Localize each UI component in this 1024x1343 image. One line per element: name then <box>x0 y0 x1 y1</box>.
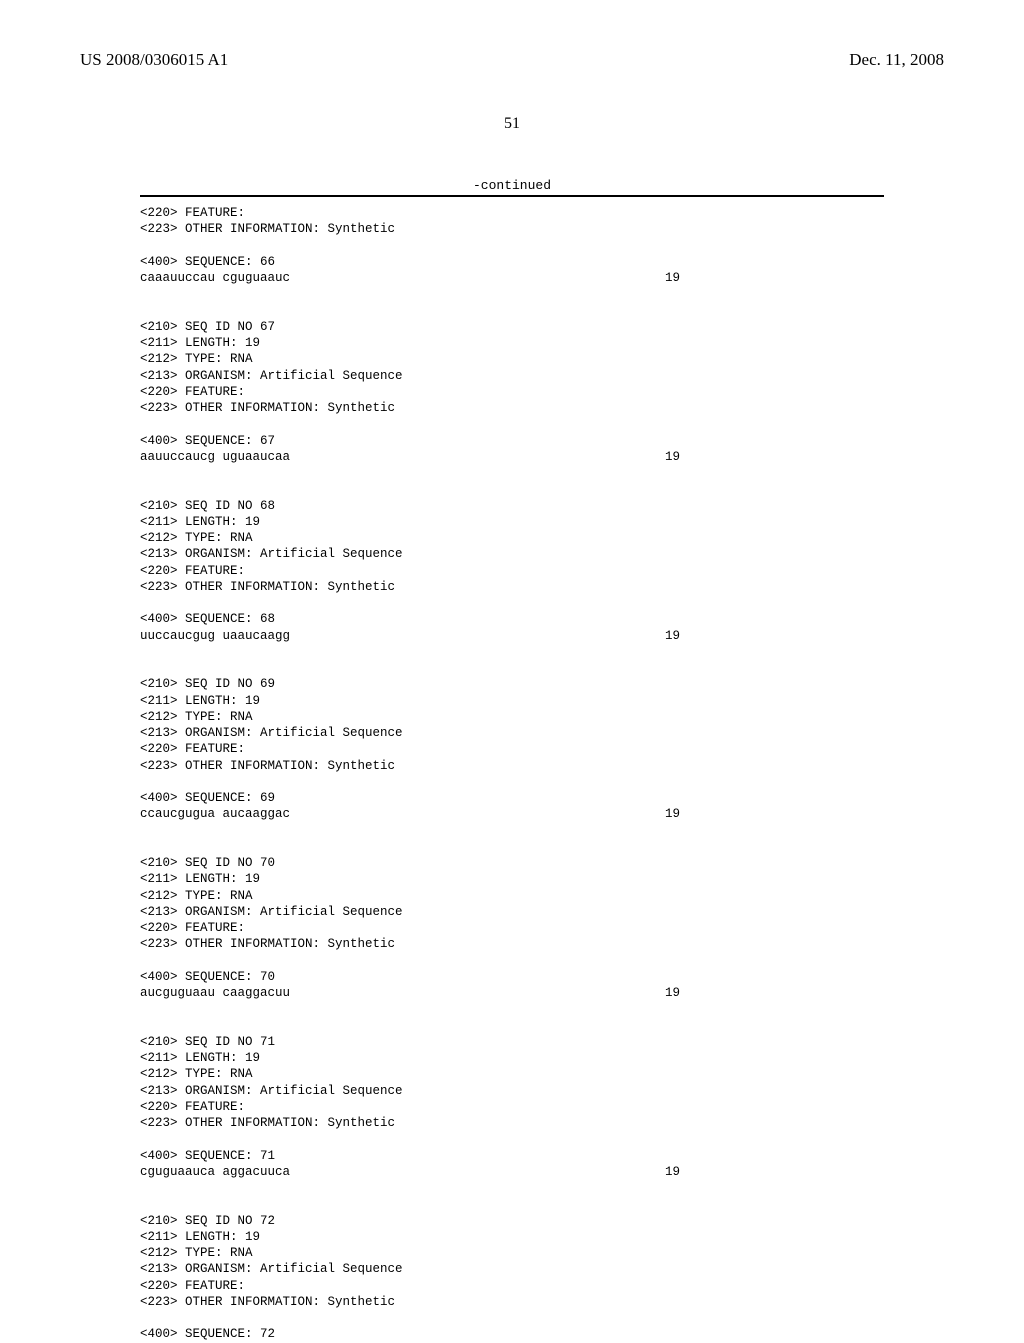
sequence-length: 19 <box>665 628 680 644</box>
pub-number: US 2008/0306015 A1 <box>80 50 228 70</box>
continued-label: -continued <box>140 178 884 193</box>
sequence-block: <220> FEATURE: <223> OTHER INFORMATION: … <box>140 205 884 270</box>
sequence-listing: <220> FEATURE: <223> OTHER INFORMATION: … <box>140 205 884 1343</box>
page-number: 51 <box>0 115 1024 133</box>
sequence-block: <210> SEQ ID NO 67 <211> LENGTH: 19 <212… <box>140 286 884 449</box>
sequence-length: 19 <box>665 1164 680 1180</box>
sequence-text: aucguguaau caaggacuu <box>140 985 290 1001</box>
sequence-text: ccaucgugua aucaaggac <box>140 806 290 822</box>
sequence-row: caaauuccau cguguaauc 19 <box>140 270 680 286</box>
divider-top <box>140 195 884 197</box>
sequence-length: 19 <box>665 806 680 822</box>
sequence-block: <210> SEQ ID NO 71 <211> LENGTH: 19 <212… <box>140 1001 884 1164</box>
sequence-row: uuccaucgug uaaucaagg 19 <box>140 628 680 644</box>
page-header: US 2008/0306015 A1 Dec. 11, 2008 <box>0 0 1024 70</box>
sequence-text: caaauuccau cguguaauc <box>140 270 290 286</box>
sequence-block: <210> SEQ ID NO 69 <211> LENGTH: 19 <212… <box>140 644 884 807</box>
sequence-row: aucguguaau caaggacuu 19 <box>140 985 680 1001</box>
sequence-row: cguguaauca aggacuuca 19 <box>140 1164 680 1180</box>
sequence-block: <210> SEQ ID NO 70 <211> LENGTH: 19 <212… <box>140 823 884 986</box>
sequence-text: uuccaucgug uaaucaagg <box>140 628 290 644</box>
sequence-text: cguguaauca aggacuuca <box>140 1164 290 1180</box>
content: -continued <220> FEATURE: <223> OTHER IN… <box>0 133 1024 1343</box>
sequence-text: aauuccaucg uguaaucaa <box>140 449 290 465</box>
sequence-block: <210> SEQ ID NO 68 <211> LENGTH: 19 <212… <box>140 465 884 628</box>
sequence-length: 19 <box>665 985 680 1001</box>
sequence-row: aauuccaucg uguaaucaa 19 <box>140 449 680 465</box>
sequence-length: 19 <box>665 270 680 286</box>
sequence-row: ccaucgugua aucaaggac 19 <box>140 806 680 822</box>
sequence-length: 19 <box>665 449 680 465</box>
sequence-block: <210> SEQ ID NO 72 <211> LENGTH: 19 <212… <box>140 1180 884 1343</box>
pub-date: Dec. 11, 2008 <box>849 50 944 70</box>
